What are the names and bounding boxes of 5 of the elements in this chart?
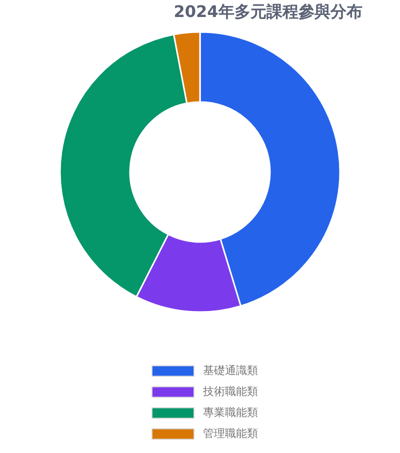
legend-label: 管理職能類 [203, 427, 258, 440]
chart-title: 2024年多元課程參與分布 [174, 2, 362, 21]
legend-label: 基礎通識類 [203, 364, 258, 377]
legend-label: 技術職能類 [202, 385, 258, 398]
legend-label: 專業職能類 [203, 406, 258, 419]
